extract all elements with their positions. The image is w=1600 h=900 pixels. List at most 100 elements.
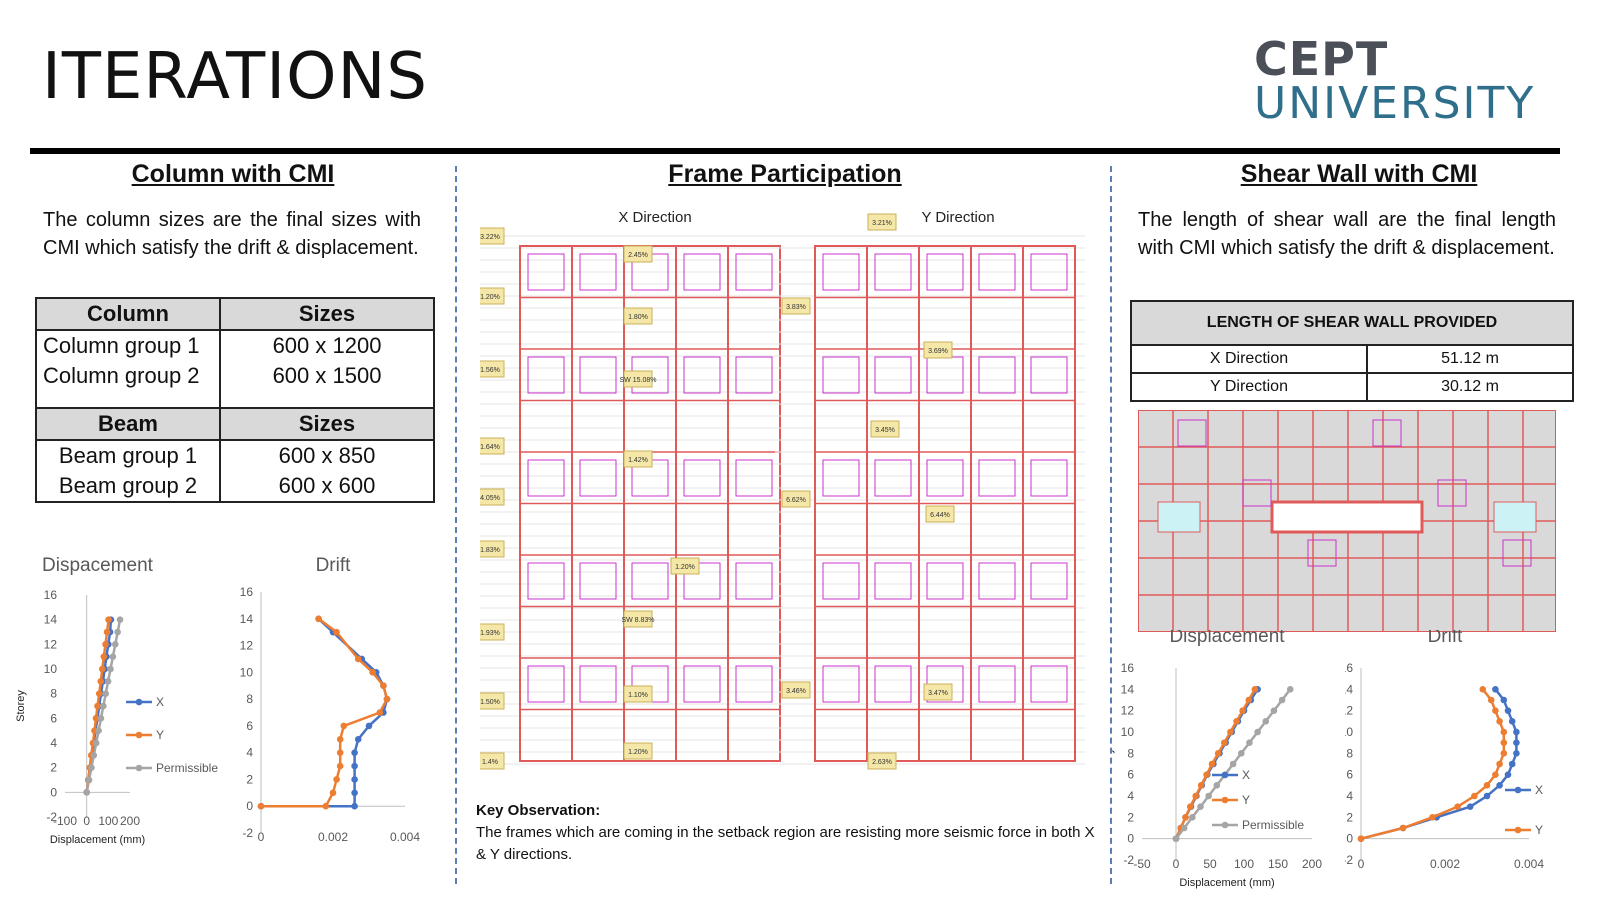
room-outline (1242, 479, 1272, 507)
room-outline (1030, 459, 1068, 497)
y-tick-label: 2 (1127, 810, 1134, 824)
data-point (92, 715, 100, 722)
series-line-x (261, 617, 389, 808)
room-outline (683, 356, 721, 394)
data-point (1254, 728, 1261, 736)
data-point (383, 695, 391, 703)
data-point (351, 749, 358, 756)
y-tick-label: 10 (1121, 725, 1135, 739)
data-point (1500, 696, 1508, 704)
data-point (351, 789, 358, 797)
participation-callout-y (867, 213, 897, 231)
cell-name: Column group 2 (35, 361, 221, 391)
data-point (1496, 782, 1503, 789)
logo-top-text: CEPT (1254, 32, 1389, 86)
data-point (1479, 686, 1487, 693)
y-tick-label: 12 (240, 639, 254, 653)
callout-text: 1.4% (482, 759, 498, 766)
y-tick-label: 16 (240, 585, 254, 599)
callout-text: 3.69% (928, 348, 948, 355)
x-tick-label: -100 (53, 814, 77, 828)
room-outline (978, 562, 1016, 600)
data-point (351, 762, 358, 770)
callout-text: 1.50% (480, 699, 500, 706)
legend-marker (135, 764, 143, 772)
data-point (1239, 707, 1246, 714)
y-tick-label: -2 (242, 826, 253, 840)
participation-callout-x (480, 360, 505, 378)
data-point (1504, 771, 1512, 778)
data-point (369, 669, 376, 676)
callout-text: 2.63% (872, 759, 892, 766)
y-tick-label: 14 (1345, 682, 1353, 696)
participation-callout-x (480, 437, 505, 455)
data-point (351, 802, 358, 810)
y-tick-label: 4 (1127, 789, 1134, 803)
data-point (1186, 803, 1194, 810)
participation-callout-x (480, 752, 505, 770)
data-point (1500, 728, 1508, 736)
data-point (1504, 707, 1512, 714)
table-header-row: Beam Sizes (35, 407, 435, 441)
column-divider-left (455, 166, 457, 884)
participation-callout-x (623, 610, 653, 628)
data-point (322, 802, 330, 810)
room-outline (978, 253, 1016, 291)
x-axis-label: Displacement (mm) (1179, 877, 1274, 889)
data-point (1513, 750, 1520, 757)
data-point (1245, 696, 1253, 704)
data-point (1214, 750, 1222, 757)
callout-text: 6.62% (786, 497, 806, 504)
data-point (97, 715, 105, 722)
y-axis-label: Storey (15, 690, 27, 722)
shear-wall-description: The length of shear wall are the final l… (1138, 209, 1556, 259)
y-tick-label: 8 (1127, 746, 1134, 760)
y-tick-label: 2 (246, 772, 253, 786)
y-tick-label: 4 (1346, 789, 1353, 803)
data-point (1399, 824, 1407, 832)
table-spacer-row (35, 391, 435, 408)
legend-label: Y (1242, 793, 1250, 807)
x-tick-label: -50 (1133, 857, 1151, 871)
x-tick-label: 100 (1234, 857, 1254, 871)
data-point (1513, 739, 1520, 746)
callout-text: 3.45% (875, 427, 895, 434)
y-direction-plan (775, 235, 1085, 765)
data-point (83, 789, 90, 796)
room-outline (926, 562, 964, 600)
x-tick-label: 150 (1268, 857, 1288, 871)
participation-callout-x (480, 692, 505, 710)
y-tick-label: 10 (44, 662, 58, 676)
legend-label: X (1535, 783, 1543, 797)
participation-callout-y (925, 505, 955, 523)
room-outline (527, 665, 565, 703)
legend-marker (1221, 796, 1229, 804)
table-row: Beam group 2 600 x 600 (35, 471, 435, 502)
y-tick-label: 16 (1121, 661, 1135, 675)
y-tick-label: 6 (1346, 768, 1353, 782)
participation-callout-x (480, 488, 505, 506)
room-outline (579, 253, 617, 291)
table-row: X Direction 51.12 m (1130, 344, 1574, 374)
data-point (1237, 750, 1245, 757)
data-point (380, 682, 387, 690)
room-outline (978, 459, 1016, 497)
room-outline (735, 356, 773, 394)
data-point (1483, 782, 1491, 789)
participation-callout-y (923, 683, 953, 701)
beam-header: Beam (35, 407, 221, 441)
participation-callout-y (781, 490, 811, 508)
data-point (315, 615, 322, 623)
legend-marker (1514, 786, 1522, 794)
data-point (1180, 824, 1188, 832)
participation-callout-x (623, 685, 653, 703)
data-point (107, 665, 114, 673)
legend-marker (1221, 771, 1229, 779)
callout-text: 1.20% (675, 564, 695, 571)
cell-size: 600 x 850 (219, 440, 435, 471)
room-outline (683, 562, 721, 600)
data-point (104, 678, 112, 685)
x-tick-label: 0 (258, 830, 265, 844)
y-tick-label: 10 (240, 665, 254, 679)
y-tick-label: 12 (44, 637, 58, 651)
